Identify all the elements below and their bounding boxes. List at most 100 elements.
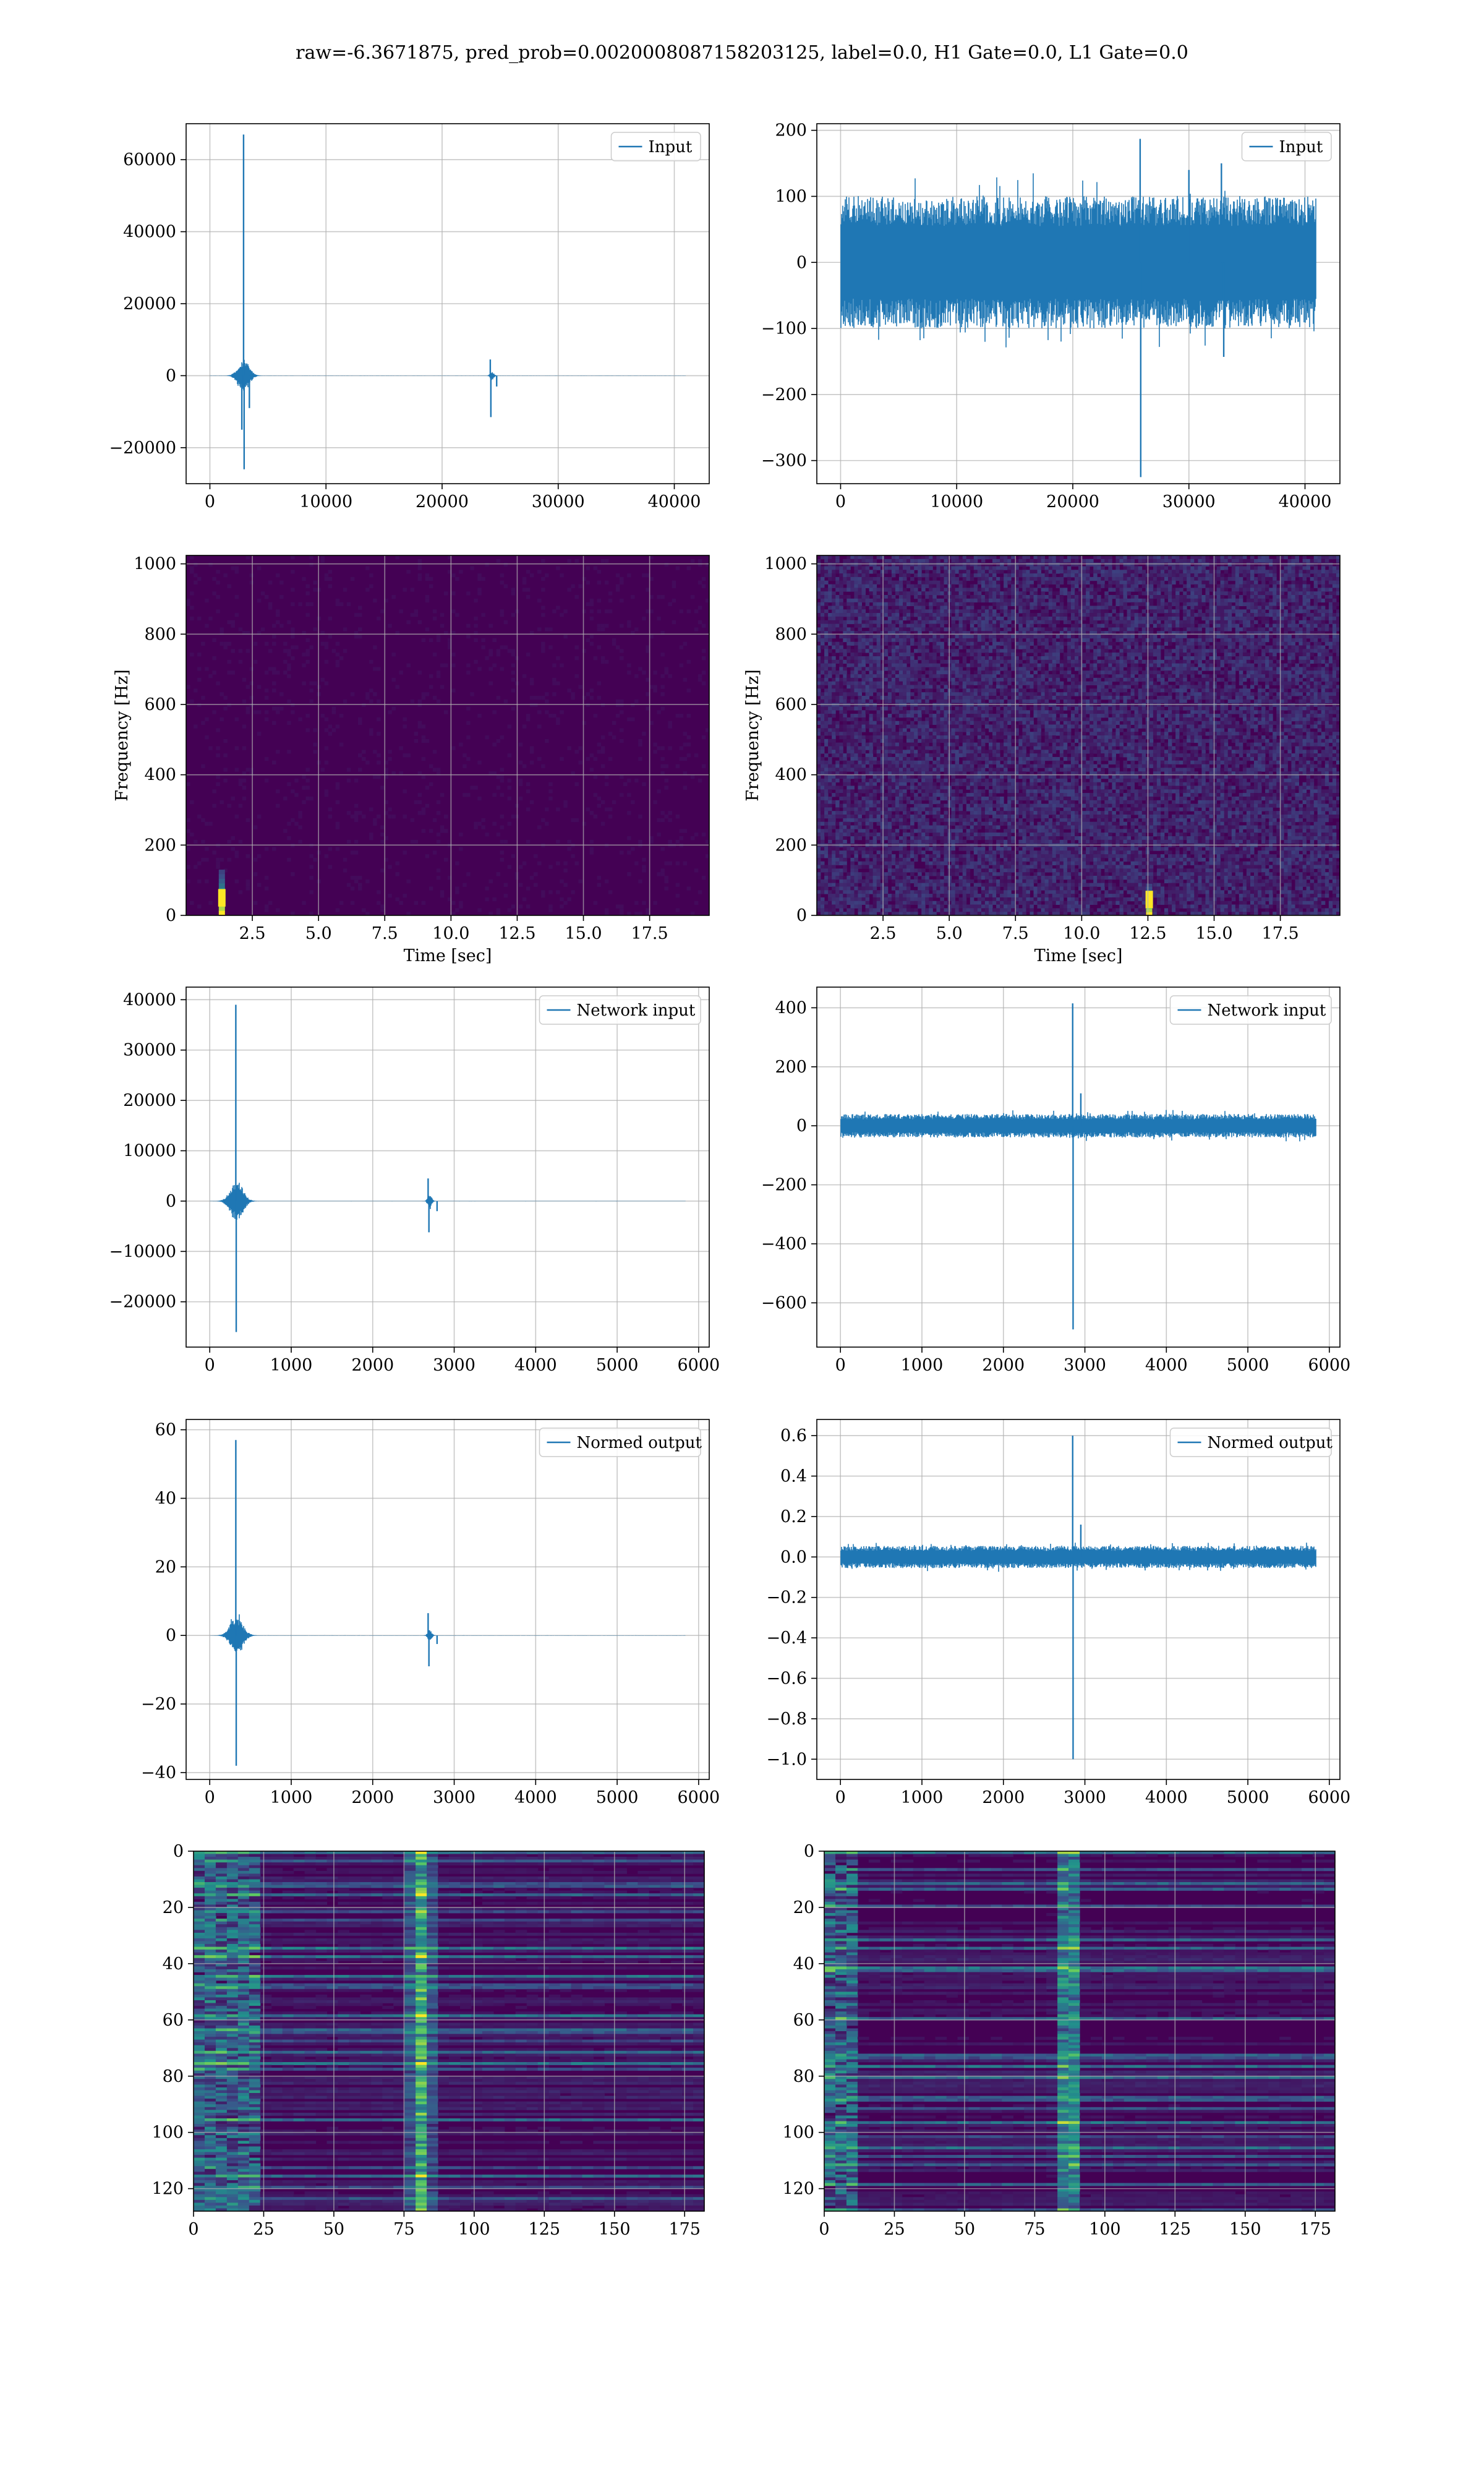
x-tick-label: 0: [205, 1356, 215, 1375]
x-tick-label: 1000: [270, 1356, 313, 1375]
x-tick-label: 150: [599, 2220, 631, 2239]
chart-l1-input: 0 10000 20000 30000 40000−300−200−1000100200…: [761, 121, 1340, 511]
x-tick-label: 3000: [433, 1788, 475, 1807]
y-tick-label: 0: [804, 1842, 814, 1861]
y-tick-label: 0.0: [780, 1547, 807, 1567]
plot-area: [186, 1419, 709, 1779]
y-tick-label: 1000: [134, 555, 176, 574]
y-tick-label: −40: [141, 1763, 176, 1783]
x-tick-label: 1000: [270, 1788, 313, 1807]
x-tick-label: 0: [205, 492, 215, 511]
y-tick-label: 200: [144, 836, 176, 855]
chart-h1-spectrogram: 2.5 5.0 7.5 10.0 12.5 15.0 17.5020040060080010…: [113, 555, 710, 965]
y-tick-label: 800: [775, 625, 807, 644]
y-tick-label: 20000: [123, 1091, 176, 1110]
spectrogram-chirp-cell: [219, 870, 225, 875]
x-tick-label: 30000: [532, 492, 585, 511]
spectrogram-noise: [817, 555, 1341, 916]
legend-label: Normed output: [1208, 1434, 1333, 1452]
y-tick-label: −200: [761, 385, 807, 404]
y-tick-label: 800: [144, 625, 176, 644]
x-tick-label: 2000: [351, 1788, 394, 1807]
y-tick-label: 20000: [123, 294, 176, 314]
y-tick-label: −1.0: [766, 1750, 807, 1769]
y-tick-label: 60: [793, 2011, 814, 2030]
y-tick-label: −600: [761, 1293, 807, 1312]
x-tick-label: 3000: [433, 1356, 475, 1375]
chart-h1-input: 0 10000 20000 30000 40000−200000200004000060…: [109, 124, 709, 511]
x-tick-label: 4000: [1145, 1356, 1188, 1375]
y-tick-label: −0.6: [766, 1669, 807, 1689]
y-axis-label: Frequency [Hz]: [743, 669, 762, 801]
x-tick-label: 2.5: [870, 924, 897, 943]
y-tick-label: 0: [796, 906, 807, 925]
y-tick-label: 10000: [123, 1142, 176, 1161]
x-tick-label: 5000: [1227, 1356, 1269, 1375]
x-tick-label: 3000: [1064, 1356, 1106, 1375]
y-tick-label: 60: [163, 2011, 184, 2030]
y-tick-label: 80: [793, 2067, 814, 2086]
x-tick-label: 2000: [982, 1788, 1025, 1807]
legend-label: Network input: [1208, 1001, 1326, 1020]
spectrogram-peak: [1146, 891, 1153, 908]
x-tick-label: 12.5: [498, 924, 535, 943]
y-axis-label: Frequency [Hz]: [113, 669, 132, 801]
x-tick-label: 125: [529, 2220, 561, 2239]
x-tick-label: 10000: [930, 492, 983, 511]
x-tick-label: 100: [458, 2220, 490, 2239]
x-tick-label: 7.5: [1002, 924, 1029, 943]
y-tick-label: −400: [761, 1235, 807, 1254]
x-tick-label: 175: [668, 2220, 701, 2239]
y-tick-label: 200: [775, 836, 807, 855]
x-tick-label: 0: [205, 1788, 215, 1807]
x-tick-label: 1000: [901, 1356, 944, 1375]
x-tick-label: 5000: [596, 1788, 639, 1807]
x-tick-label: 5000: [596, 1356, 639, 1375]
x-tick-label: 50: [323, 2220, 344, 2239]
x-tick-label: 2000: [982, 1356, 1025, 1375]
plot-area: [817, 987, 1340, 1347]
spectrogram-peak: [218, 889, 226, 906]
y-tick-label: −0.8: [766, 1710, 807, 1729]
y-tick-label: 20: [793, 1898, 814, 1917]
y-tick-label: 0.4: [780, 1467, 807, 1486]
x-tick-label: 0: [835, 1356, 846, 1375]
y-tick-label: 40000: [123, 223, 176, 242]
x-tick-label: 10.0: [432, 924, 469, 943]
y-tick-label: 600: [144, 695, 176, 714]
spectrogram-chirp-cell: [1146, 884, 1153, 888]
x-tick-label: 20000: [1046, 492, 1099, 511]
x-tick-label: 50: [954, 2220, 975, 2239]
y-tick-label: 40: [793, 1954, 814, 1974]
y-tick-label: 400: [775, 998, 807, 1017]
y-tick-label: 400: [144, 766, 176, 785]
y-tick-label: 0: [796, 1116, 807, 1136]
y-tick-label: 400: [775, 766, 807, 785]
y-tick-label: 0.6: [780, 1426, 807, 1445]
x-tick-label: 4000: [514, 1788, 557, 1807]
y-tick-label: 20: [163, 1898, 184, 1917]
y-tick-label: 100: [151, 2123, 184, 2142]
y-tick-label: 20: [155, 1557, 176, 1577]
x-tick-label: 30000: [1162, 492, 1216, 511]
chart-h1-network-input: 0 1000 2000 3000 4000 5000 6000−20000−10000010…: [109, 987, 720, 1375]
x-tick-label: 4000: [1145, 1788, 1188, 1807]
y-tick-label: 1000: [764, 555, 807, 574]
x-tick-label: 100: [1089, 2220, 1121, 2239]
y-tick-label: 0: [166, 366, 176, 385]
x-tick-label: 20000: [416, 492, 469, 511]
x-tick-label: 7.5: [372, 924, 398, 943]
spectrogram-chirp-cell: [219, 879, 225, 884]
x-tick-label: 75: [1024, 2220, 1045, 2239]
y-tick-label: 100: [775, 187, 807, 206]
x-tick-label: 6000: [678, 1788, 720, 1807]
y-tick-label: −100: [761, 319, 807, 338]
legend-label: Normed output: [577, 1434, 702, 1452]
chart-l1-spectrogram: 2.5 5.0 7.5 10.0 12.5 15.0 17.5020040060080010…: [743, 555, 1341, 965]
y-tick-label: −10000: [109, 1242, 176, 1261]
y-tick-label: −0.2: [766, 1588, 807, 1607]
chart-h1-normed-output: 0 1000 2000 3000 4000 5000 6000−40−200204060No…: [141, 1419, 720, 1807]
y-tick-label: 200: [775, 1058, 807, 1077]
